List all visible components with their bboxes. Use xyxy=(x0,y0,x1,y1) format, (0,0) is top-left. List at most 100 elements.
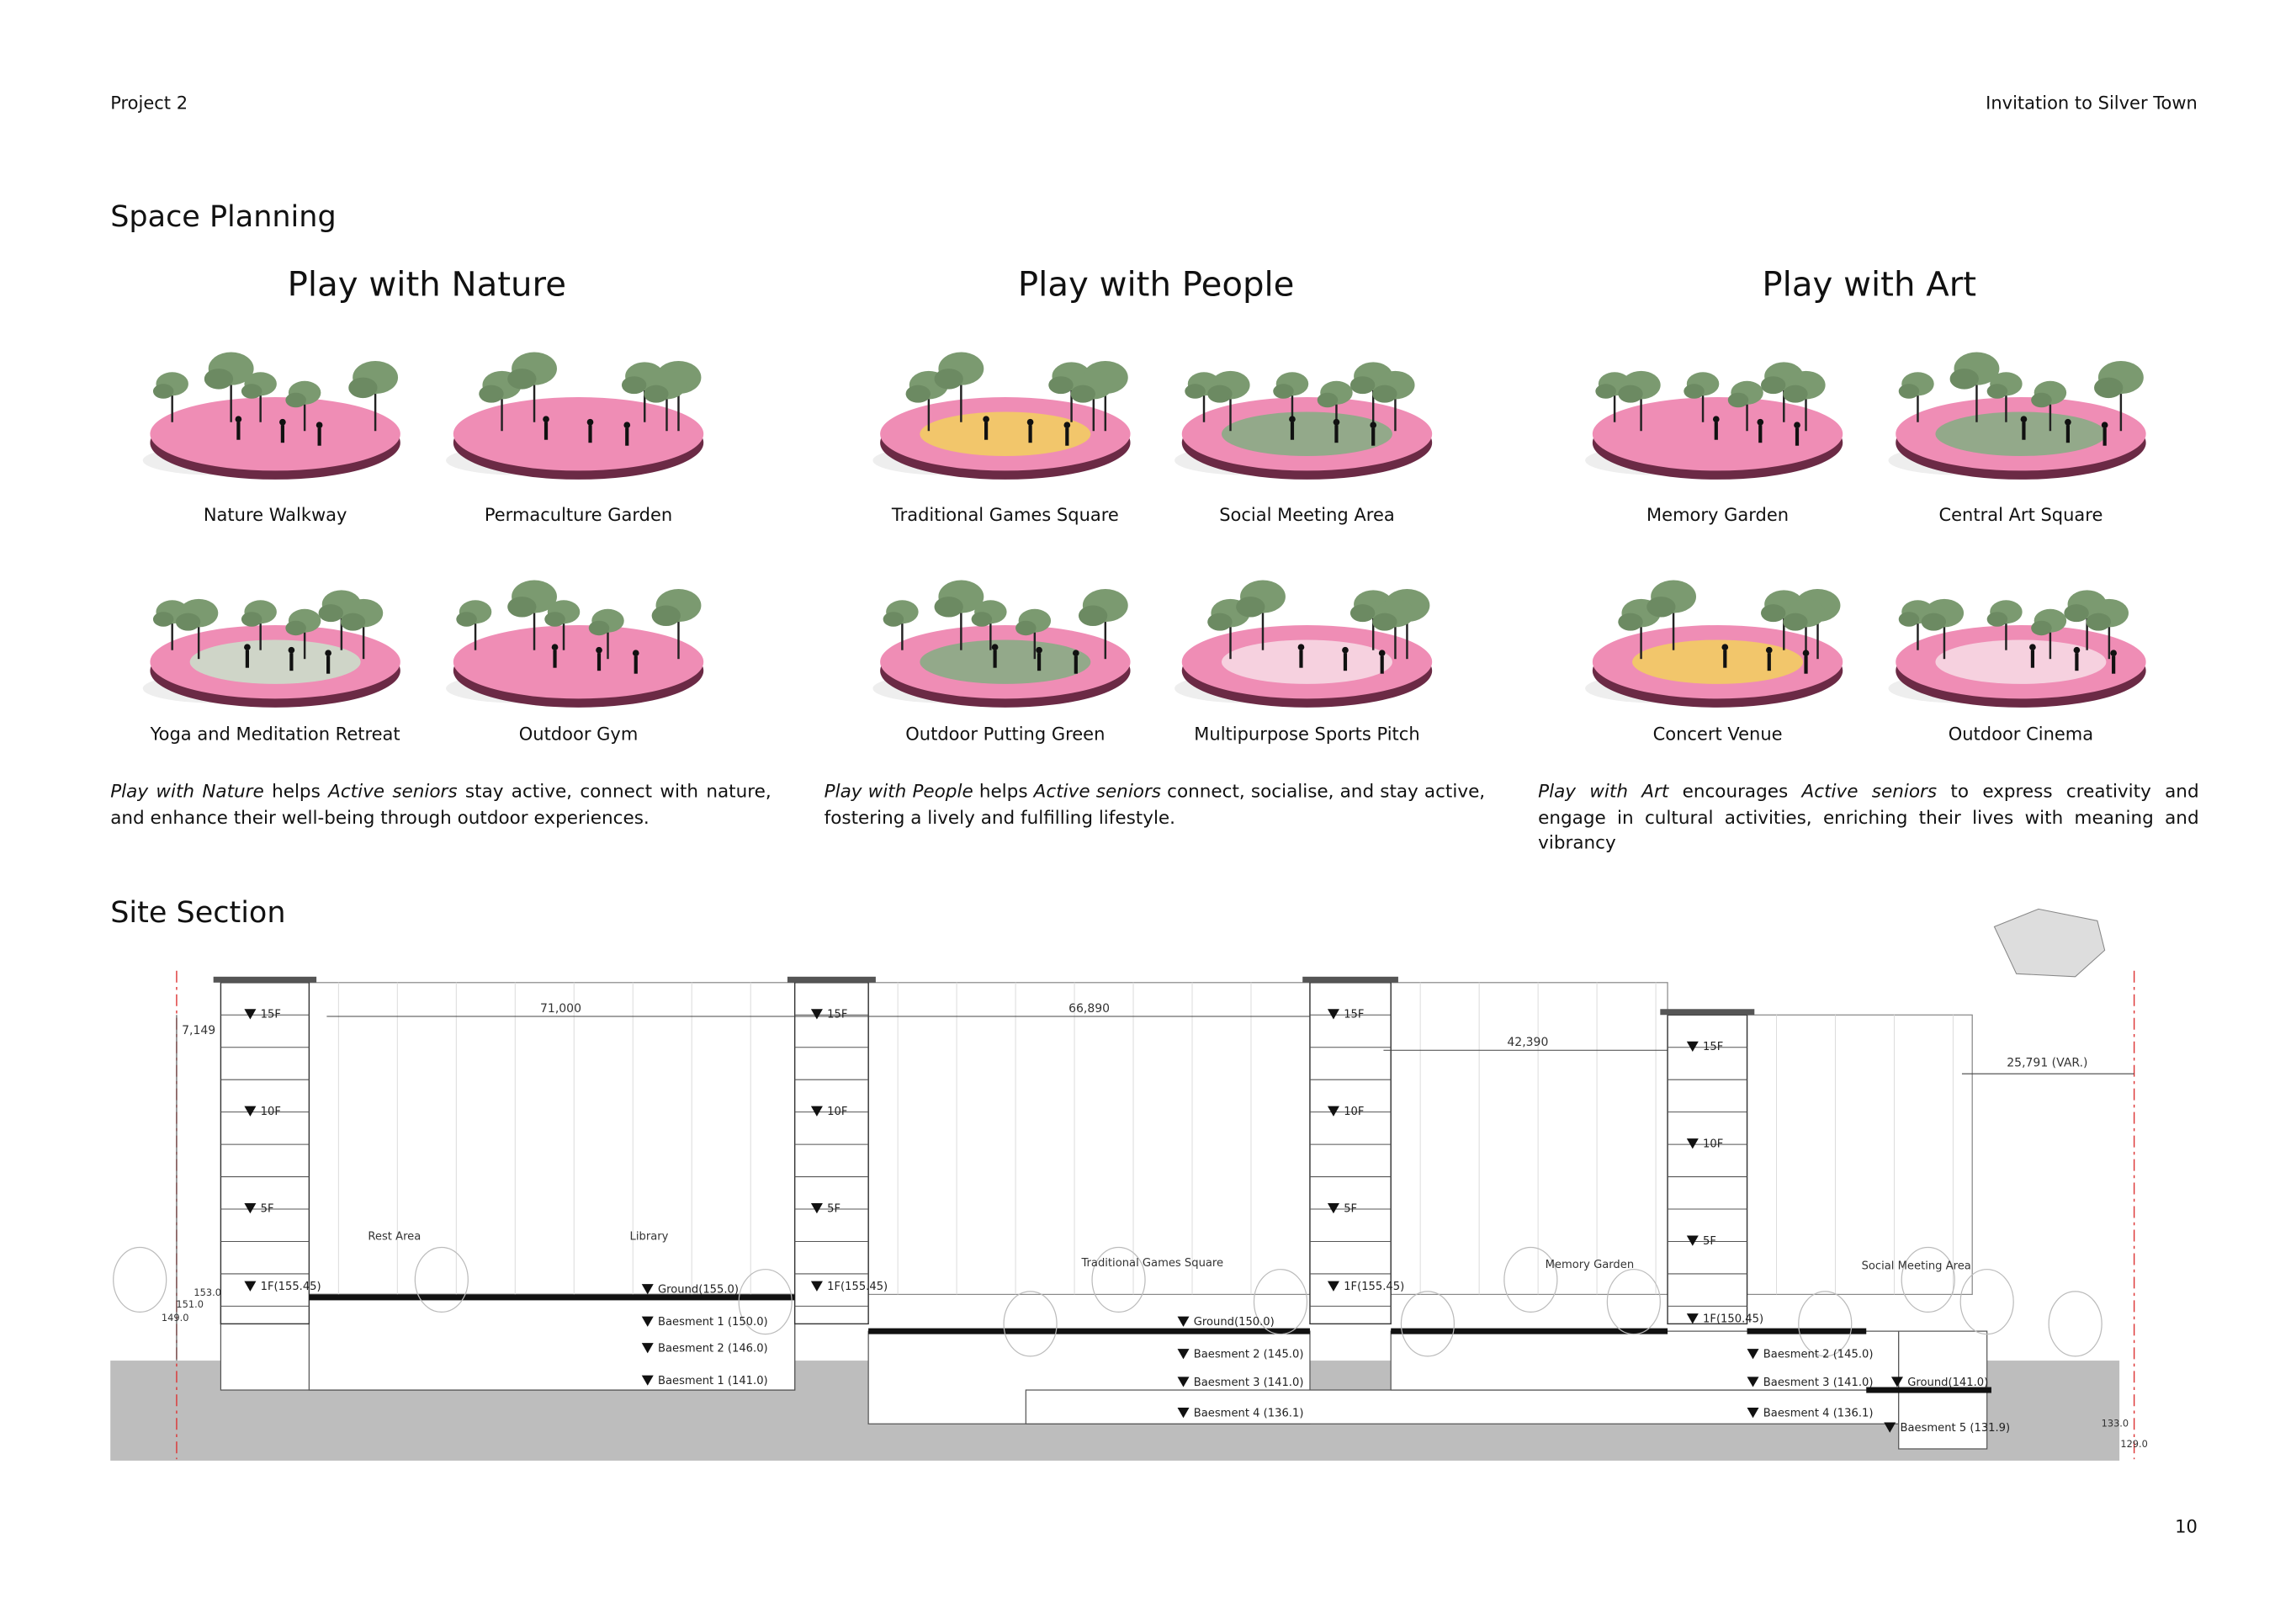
tree-crown xyxy=(1618,613,1643,631)
person-head xyxy=(1378,650,1386,657)
level-label: 5F xyxy=(1344,1203,1357,1216)
level-marker xyxy=(1686,1235,1699,1246)
level-label: 10F xyxy=(1344,1106,1364,1118)
level-marker xyxy=(1686,1313,1699,1324)
tree-crown xyxy=(318,604,343,623)
tree-crown xyxy=(2094,377,2124,399)
space-label: Outdoor Gym xyxy=(518,724,639,745)
level-marker xyxy=(810,1281,823,1292)
tree-crown xyxy=(348,377,378,399)
elevation-label: 153.0 xyxy=(194,1286,221,1298)
text: to express creativity and engage in cult… xyxy=(1538,781,2199,853)
group-title: Play with Art xyxy=(1762,266,1977,305)
building xyxy=(308,982,796,1296)
tree-crown xyxy=(204,369,234,390)
tree-crown xyxy=(1372,613,1397,631)
level-label: 15F xyxy=(1344,1009,1364,1021)
person-head xyxy=(1721,644,1729,651)
space-label: Nature Walkway xyxy=(203,504,347,526)
tree-crown xyxy=(934,369,963,390)
level-label: Baesment 5 (131.9) xyxy=(1900,1422,2010,1435)
level-marker xyxy=(1747,1408,1759,1419)
tree-crown xyxy=(241,384,262,399)
person-head xyxy=(2065,418,2071,426)
tree-crown xyxy=(1070,385,1095,403)
level-label: 10F xyxy=(827,1106,847,1118)
tree-crown xyxy=(2031,620,2052,636)
space-label: Central Art Square xyxy=(1938,504,2103,526)
tree-crown xyxy=(1207,385,1233,403)
person-head xyxy=(1036,646,1042,654)
tree-crown xyxy=(621,376,647,395)
roof-canopy xyxy=(213,976,317,983)
level-marker xyxy=(244,1009,257,1020)
level-label: Baesment 4 (136.1) xyxy=(1763,1408,1874,1420)
space-label: Permaculture Garden xyxy=(484,504,673,526)
level-marker xyxy=(244,1106,257,1117)
tower xyxy=(1667,1014,1748,1325)
tree-crown xyxy=(152,384,174,399)
space-tag: Social Meeting Area xyxy=(1862,1260,1971,1273)
key-plan xyxy=(1993,908,2106,978)
section-tree xyxy=(1503,1246,1558,1313)
tree-crown xyxy=(1349,604,1376,623)
level-label: Baesment 2 (145.0) xyxy=(1763,1349,1874,1361)
tree-crown xyxy=(1986,612,2008,627)
space-illustration xyxy=(142,352,400,480)
level-marker xyxy=(1747,1349,1759,1360)
level-marker xyxy=(641,1316,654,1327)
section-heading: Space Planning xyxy=(110,199,337,234)
person-head xyxy=(991,644,999,651)
space-illustration xyxy=(1175,580,1433,708)
dimension-label: 66,890 xyxy=(1068,1002,1110,1016)
section-tree xyxy=(1091,1246,1146,1313)
section-tree xyxy=(113,1246,167,1313)
level-marker xyxy=(1327,1281,1339,1292)
section-tree xyxy=(1959,1269,2014,1335)
roof-canopy xyxy=(1302,976,1398,983)
tree-crown xyxy=(1760,376,1786,395)
emphasis: Play with Art xyxy=(1538,781,1669,802)
tree-crown xyxy=(651,605,681,627)
space-illustration xyxy=(1585,362,1843,480)
basement xyxy=(308,1293,796,1391)
person-head xyxy=(1063,422,1071,429)
platform-inner xyxy=(189,639,361,684)
person-head xyxy=(1333,418,1340,426)
text: connect, socialise, and stay active, fos… xyxy=(824,781,1486,828)
tree-crown xyxy=(1986,384,2008,399)
tree-crown xyxy=(1078,605,1108,627)
person-head xyxy=(279,418,286,426)
level-label: 1F(155.45) xyxy=(261,1281,321,1293)
level-label: 5F xyxy=(261,1203,274,1216)
basement xyxy=(1390,1330,1900,1391)
level-label: Ground(141.0) xyxy=(1907,1377,1988,1389)
dimension-label: 7,149 xyxy=(182,1024,215,1037)
person-head xyxy=(632,650,639,657)
person-head xyxy=(288,646,295,654)
tree-crown xyxy=(507,369,537,390)
platform-inner xyxy=(920,639,1091,684)
section-heading: Site Section xyxy=(110,894,286,930)
section-tree xyxy=(414,1246,469,1313)
person-head xyxy=(1802,650,1810,657)
tree-crown xyxy=(883,612,904,627)
level-label: 10F xyxy=(1703,1138,1723,1151)
project-label: Project 2 xyxy=(110,93,188,114)
level-label: 15F xyxy=(1703,1041,1723,1053)
level-marker xyxy=(810,1203,823,1214)
person-head xyxy=(1712,416,1720,423)
text: stay active, connect with nature, and en… xyxy=(110,781,772,828)
text: helps xyxy=(263,781,329,802)
space-label: Yoga and Meditation Retreat xyxy=(150,724,400,745)
space-illustration xyxy=(446,580,704,708)
tree-crown xyxy=(905,385,931,403)
person-head xyxy=(1765,646,1773,654)
description: Play with Art encourages Active seniors … xyxy=(1538,780,2198,857)
tree-crown xyxy=(285,392,306,408)
tree-crown xyxy=(1185,384,1206,399)
space-tag: Rest Area xyxy=(368,1231,421,1244)
level-label: 1F(155.45) xyxy=(1344,1281,1404,1293)
emphasis: Play with People xyxy=(824,781,973,802)
